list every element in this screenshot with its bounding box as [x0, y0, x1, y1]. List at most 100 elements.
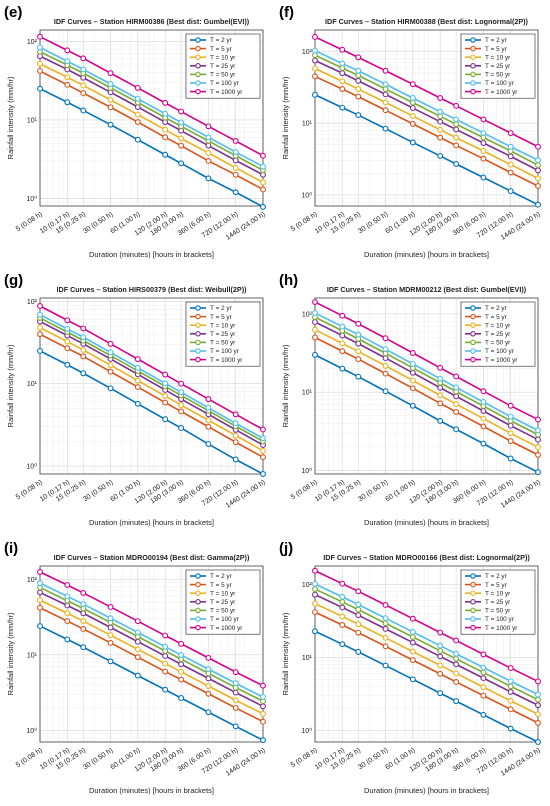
- data-point: [480, 116, 487, 123]
- data-point: [339, 104, 346, 111]
- legend-marker: [470, 590, 476, 596]
- data-point: [37, 85, 43, 92]
- x-tick-label: 30 (0.50 h): [82, 211, 114, 235]
- y-tick-label: 10²: [27, 577, 38, 584]
- data-point: [507, 143, 514, 150]
- data-point: [107, 639, 114, 646]
- data-point: [64, 47, 71, 54]
- data-point: [535, 678, 541, 685]
- y-tick-label: 10⁰: [301, 467, 312, 475]
- legend-label: T = 1000 yr: [210, 357, 243, 364]
- series-line: [39, 305, 264, 431]
- data-point: [480, 711, 487, 718]
- data-point: [260, 682, 266, 689]
- data-point: [134, 618, 141, 625]
- data-point: [64, 345, 71, 352]
- data-point: [453, 426, 460, 433]
- data-point: [355, 648, 362, 655]
- data-point: [134, 136, 141, 143]
- data-point: [382, 634, 389, 641]
- series-line: [39, 63, 264, 184]
- data-point: [355, 340, 362, 347]
- data-point: [232, 157, 239, 164]
- data-point: [107, 632, 114, 639]
- panel-letter: (f): [279, 4, 294, 21]
- data-point: [409, 615, 416, 622]
- legend-marker: [195, 322, 201, 328]
- data-point: [339, 641, 346, 648]
- legend-label: T = 5 yr: [210, 46, 233, 53]
- y-axis-label: Rainfall intensity (mm/hr): [281, 76, 290, 159]
- legend-label: T = 50 yr: [210, 608, 236, 615]
- data-point: [178, 108, 185, 115]
- data-point: [507, 422, 514, 429]
- data-point: [37, 604, 43, 611]
- data-point: [437, 400, 444, 407]
- data-point: [64, 636, 71, 643]
- data-point: [232, 669, 239, 676]
- data-point: [480, 440, 487, 447]
- y-tick-label: 10⁰: [26, 727, 37, 735]
- data-point: [260, 203, 266, 210]
- data-point: [107, 604, 114, 610]
- legend-label: T = 10 yr: [210, 322, 236, 329]
- series-line: [314, 583, 539, 696]
- data-point: [409, 113, 416, 119]
- data-point: [162, 416, 169, 423]
- data-point: [507, 688, 514, 695]
- data-point: [205, 683, 212, 689]
- data-point: [480, 388, 487, 395]
- legend-label: T = 10 yr: [485, 590, 511, 597]
- data-point: [312, 567, 318, 574]
- data-point: [437, 364, 444, 371]
- data-point: [80, 601, 87, 608]
- data-point: [480, 664, 487, 671]
- legend-label: T = 2 yr: [485, 37, 508, 44]
- data-point: [480, 399, 487, 405]
- data-point: [453, 401, 460, 408]
- legend-marker: [470, 331, 476, 337]
- data-point: [107, 70, 114, 77]
- data-point: [409, 105, 416, 111]
- data-point: [37, 589, 43, 596]
- data-point: [535, 691, 541, 698]
- data-point: [535, 719, 541, 726]
- y-tick-label: 10⁰: [301, 191, 312, 199]
- data-point: [535, 157, 541, 164]
- data-point: [409, 634, 416, 640]
- data-point: [339, 340, 346, 347]
- legend-label: T = 1000 yr: [485, 89, 518, 96]
- legend-marker: [470, 599, 476, 605]
- axes-box: [314, 297, 539, 475]
- y-tick-label: 10¹: [27, 381, 38, 388]
- data-point: [480, 651, 487, 658]
- legend-label: T = 50 yr: [210, 340, 236, 347]
- data-point: [312, 591, 318, 598]
- x-axis-label: Duration (minutes) [hours in brackets]: [364, 518, 489, 527]
- panel-letter: (j): [279, 540, 293, 557]
- data-point: [80, 353, 87, 360]
- data-point: [260, 435, 266, 442]
- series-line: [39, 571, 264, 687]
- series-line: [314, 316, 539, 436]
- data-point: [355, 606, 362, 613]
- legend-label: T = 25 yr: [485, 63, 511, 70]
- data-point: [134, 111, 141, 118]
- data-point: [37, 580, 43, 587]
- data-point: [437, 152, 444, 159]
- axes-box: [314, 565, 539, 743]
- y-tick-label: 10¹: [302, 390, 313, 397]
- data-point: [64, 58, 71, 65]
- y-tick-label: 10²: [27, 299, 38, 306]
- data-point: [134, 646, 141, 653]
- data-point: [507, 413, 514, 420]
- data-point: [339, 312, 346, 319]
- legend-marker: [470, 624, 476, 631]
- data-point: [134, 84, 141, 91]
- legend-marker: [195, 616, 201, 622]
- data-point: [64, 74, 71, 81]
- data-point: [355, 54, 362, 61]
- series-line: [314, 328, 539, 448]
- data-point: [507, 683, 514, 690]
